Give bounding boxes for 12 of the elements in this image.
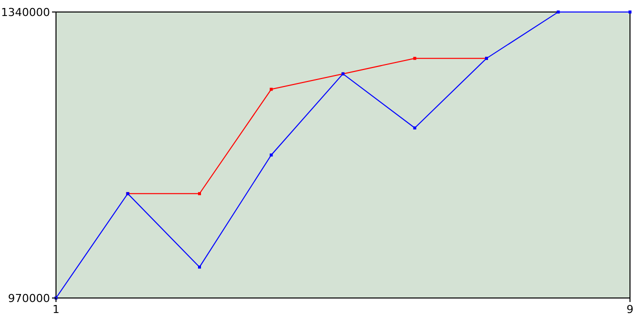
y-tick-label: 1340000 [1, 6, 50, 19]
point [556, 10, 560, 14]
line-series [54, 10, 632, 300]
x-tick-label: 1 [52, 303, 60, 316]
point [413, 126, 416, 130]
x-tick-label: 9 [626, 303, 634, 316]
point [270, 154, 273, 156]
y-tick-label: 970000 [8, 292, 50, 305]
point [270, 88, 273, 91]
point [413, 56, 416, 60]
point [198, 266, 201, 269]
point [198, 192, 201, 196]
